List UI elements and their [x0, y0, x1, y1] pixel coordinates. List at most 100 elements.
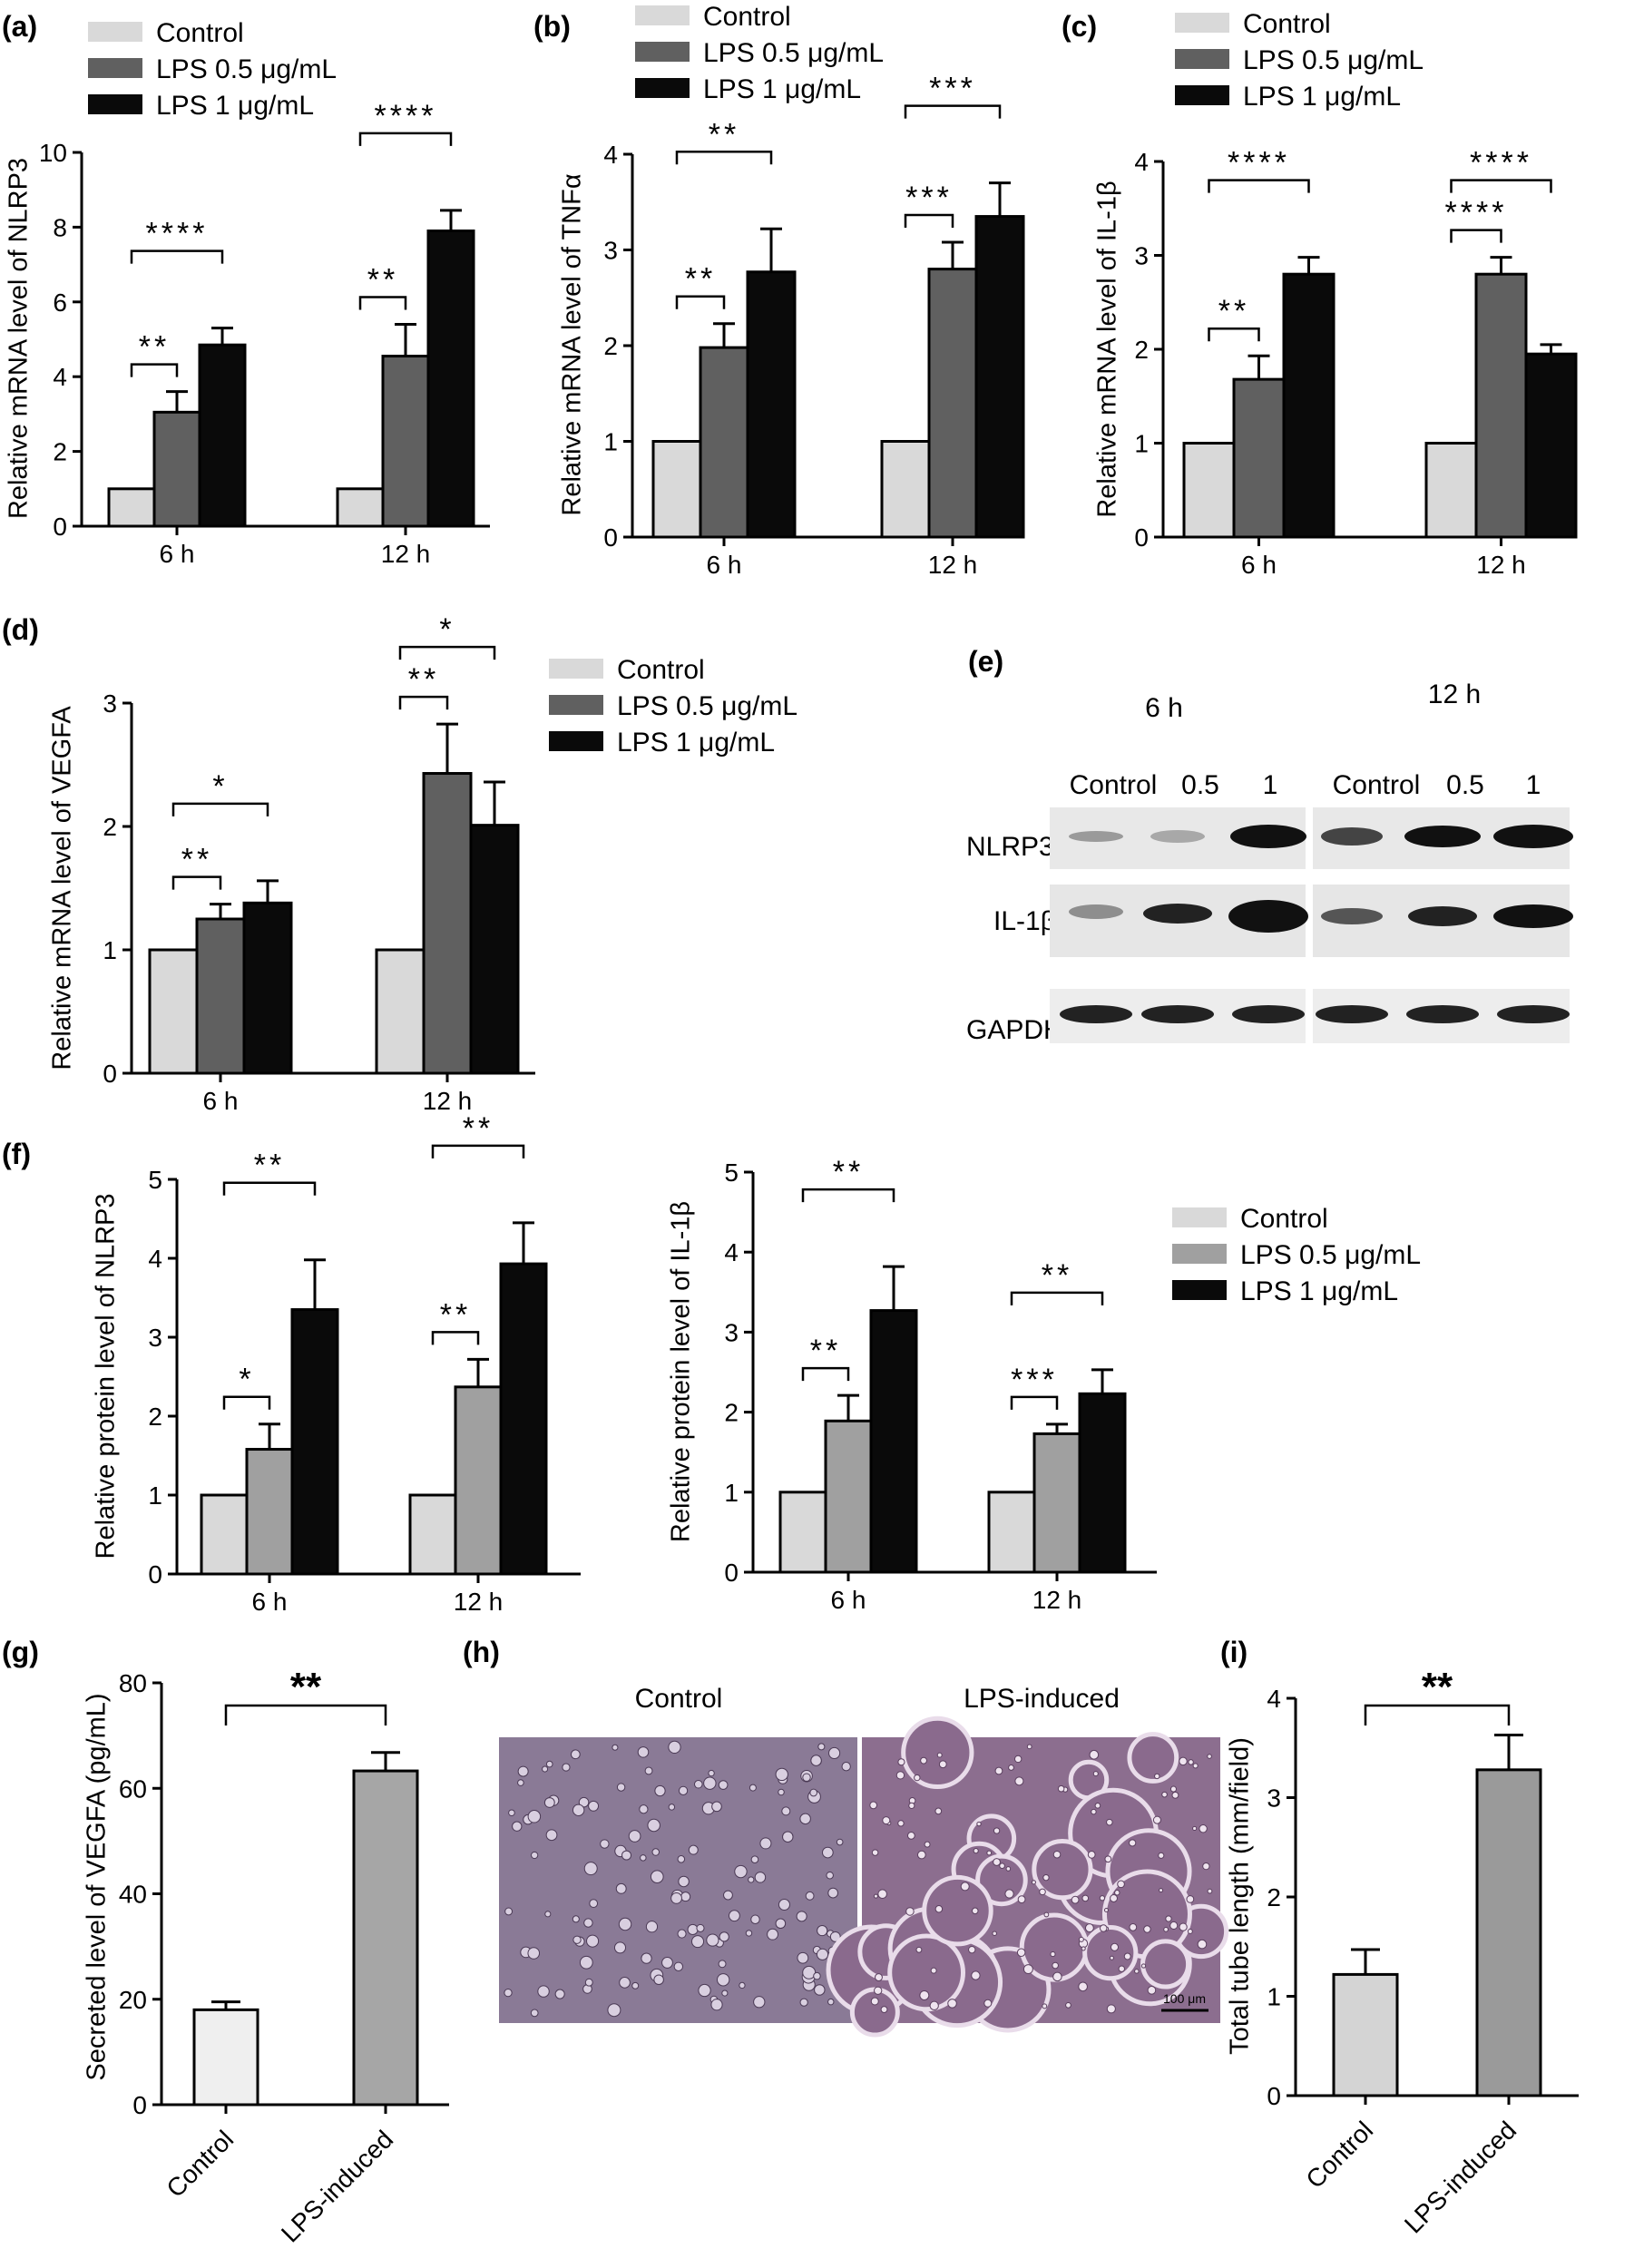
cell: [1008, 1765, 1014, 1771]
legend-swatch: [1172, 1207, 1227, 1227]
x-tick-label: LPS-induced: [1399, 2116, 1521, 2238]
significance-label: **: [181, 843, 212, 877]
bar: [454, 1385, 503, 1576]
y-axis-label: Relative mRNA level of IL-1β: [1093, 181, 1122, 517]
cell: [871, 1849, 879, 1856]
significance-label: **: [1042, 1258, 1072, 1293]
y-tick-label: 4: [724, 1238, 739, 1266]
cell: [916, 1850, 926, 1860]
micrographs: Control LPS-induced 100 μm: [499, 1684, 1229, 2038]
bar: [1332, 1972, 1399, 2097]
y-tick-label: 8: [53, 213, 67, 241]
significance-label: ****: [1445, 196, 1508, 230]
cell: [512, 1821, 523, 1832]
y-tick-label: 4: [1267, 1685, 1281, 1713]
significance-label: **: [685, 262, 716, 297]
blot-row-il1b: IL-1β: [993, 906, 1056, 936]
bar: [1232, 377, 1286, 539]
cell: [1197, 1939, 1208, 1950]
y-tick-label: 2: [103, 813, 117, 841]
cell: [827, 1998, 835, 2006]
cell: [1186, 1895, 1195, 1903]
cell: [817, 1743, 826, 1751]
y-tick-label: 4: [1134, 148, 1149, 176]
cell: [613, 1941, 627, 1954]
legend-label: LPS 0.5 μg/mL: [1243, 45, 1424, 75]
legend-swatch: [635, 78, 690, 98]
x-tick-label: 6 h: [203, 1087, 239, 1115]
y-tick-label: 10: [39, 139, 67, 167]
cell: [639, 1804, 649, 1814]
tube-loop: [1032, 1838, 1093, 1901]
x-tick-label: Control: [161, 2125, 239, 2203]
bar: [381, 355, 430, 528]
bar: [1524, 352, 1578, 539]
cell: [822, 1846, 834, 1859]
cell: [1129, 1839, 1137, 1847]
cell: [1017, 1895, 1026, 1904]
cell: [999, 1862, 1005, 1870]
significance-label: **: [709, 117, 739, 152]
cell: [584, 1978, 593, 1987]
cell: [615, 1882, 627, 1894]
y-tick-label: 2: [724, 1399, 739, 1427]
bar: [927, 268, 978, 539]
bar: [651, 440, 702, 539]
cell: [1202, 1862, 1210, 1871]
cell: [805, 1891, 815, 1901]
bar: [869, 1309, 918, 1574]
cell: [841, 1762, 851, 1772]
bar: [974, 215, 1025, 539]
cell: [678, 1785, 689, 1795]
x-tick-label: 6 h: [160, 540, 195, 568]
cell: [687, 1923, 699, 1935]
cell: [718, 1960, 727, 1969]
cell: [993, 1858, 1001, 1866]
cell: [1099, 1895, 1106, 1901]
blot-band: [1230, 825, 1306, 848]
y-tick-label: 3: [148, 1324, 162, 1352]
panel-label-b: (b): [533, 10, 571, 43]
y-tick-label: 3: [103, 689, 117, 718]
cell: [562, 1763, 571, 1772]
bar: [499, 1262, 548, 1576]
legend-label: Control: [703, 2, 791, 32]
significance-bracket: [904, 213, 954, 229]
significance-bracket: [222, 1395, 271, 1410]
bar: [192, 2008, 259, 2107]
blot-band: [1406, 1005, 1479, 1023]
cell: [1052, 1971, 1062, 1982]
chart-nlrp3-protein: 0 1 2 3 4 5 Relative protein level of NLRP3 6 h…: [92, 1111, 581, 1616]
cell: [517, 1779, 524, 1786]
cell: [870, 1997, 879, 2006]
y-tick-label: 2: [1134, 336, 1149, 364]
cell: [1052, 1850, 1062, 1859]
cell: [745, 1930, 753, 1937]
blot-band: [1232, 1005, 1305, 1023]
cell: [543, 1797, 555, 1808]
cell: [708, 1769, 715, 1777]
x-tick-label: 12 h: [454, 1588, 504, 1616]
significance-bracket: [358, 296, 407, 310]
blot-band: [1493, 825, 1573, 848]
x-tick-label: 6 h: [707, 551, 742, 579]
significance-label: *: [212, 769, 228, 804]
significance-label: **: [810, 1334, 841, 1368]
cell: [1171, 1791, 1179, 1799]
cell: [882, 1816, 891, 1825]
cell: [802, 1773, 811, 1782]
cell: [796, 1911, 807, 1922]
cell: [572, 1804, 585, 1816]
significance-bracket: [1450, 179, 1552, 193]
y-tick-label: 2: [53, 438, 67, 466]
significance-label: **: [139, 330, 170, 365]
y-tick-label: 60: [119, 1774, 147, 1803]
y-tick-label: 5: [724, 1158, 739, 1187]
cell: [537, 1985, 550, 1998]
legend-swatch: [549, 659, 603, 679]
legend-swatch: [1175, 13, 1229, 33]
cell: [716, 1973, 730, 1987]
cell: [750, 1855, 759, 1864]
